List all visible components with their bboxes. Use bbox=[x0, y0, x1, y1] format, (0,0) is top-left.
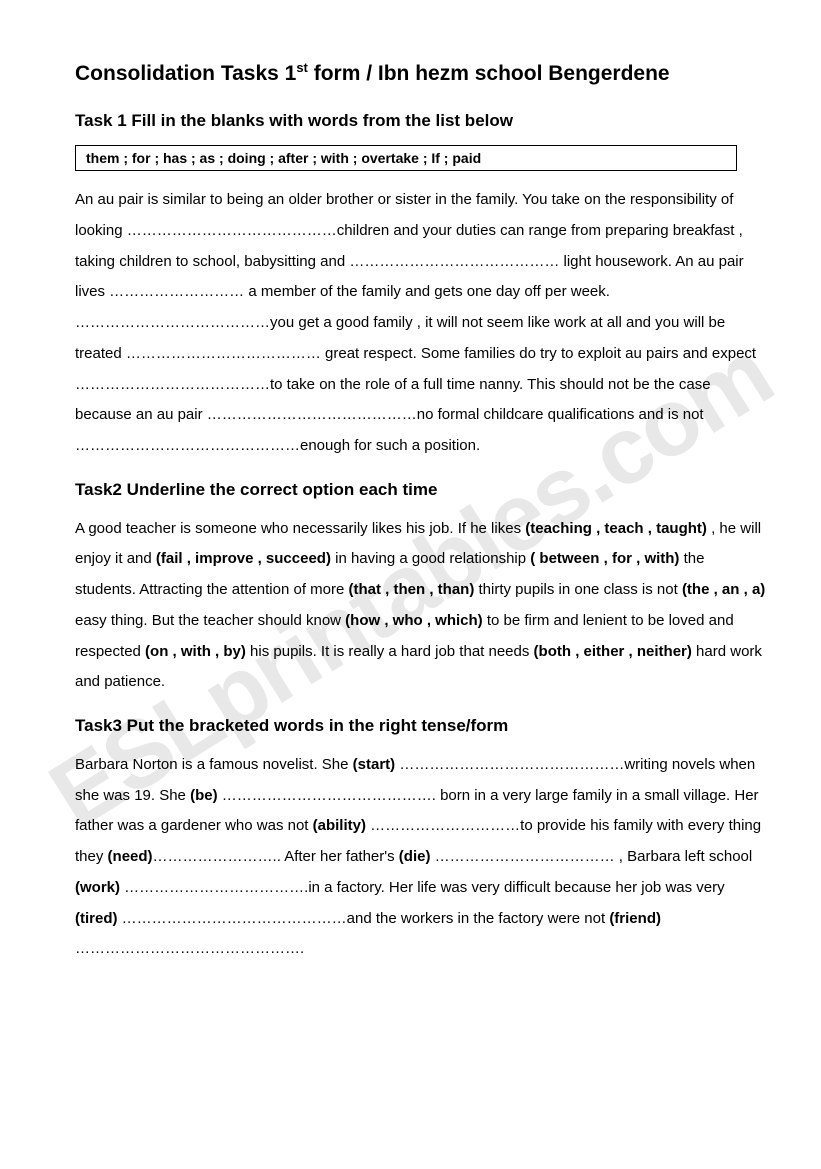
bold-option: (need) bbox=[108, 848, 153, 865]
body-segment: ……………………………… , Barbara left school bbox=[430, 848, 752, 865]
body-segment: ……………………………….in a factory. Her life was … bbox=[120, 879, 725, 896]
bold-option: (teaching , teach , taught) bbox=[525, 520, 707, 537]
bold-option: (die) bbox=[399, 848, 431, 865]
bold-option: (ability) bbox=[313, 817, 366, 834]
bold-option: (fail , improve , succeed) bbox=[156, 550, 331, 567]
body-segment: …………………….. After her father's bbox=[153, 848, 399, 865]
task1-body: An au pair is similar to being an older … bbox=[75, 185, 766, 462]
page-content: Consolidation Tasks 1st form / Ibn hezm … bbox=[0, 0, 821, 1013]
body-segment: Barbara Norton is a famous novelist. She bbox=[75, 756, 353, 773]
body-segment: easy thing. But the teacher should know bbox=[75, 612, 345, 629]
page-title: Consolidation Tasks 1st form / Ibn hezm … bbox=[75, 60, 766, 87]
bold-option: (friend) bbox=[609, 910, 661, 927]
bold-option: (that , then , than) bbox=[349, 581, 475, 598]
bold-option: (the , an , a) bbox=[682, 581, 765, 598]
body-segment: thirty pupils in one class is not bbox=[474, 581, 682, 598]
body-segment: ………………………………………. bbox=[75, 940, 304, 957]
bold-option: (work) bbox=[75, 879, 120, 896]
task3-body: Barbara Norton is a famous novelist. She… bbox=[75, 750, 766, 965]
task1-header: Task 1 Fill in the blanks with words fro… bbox=[75, 109, 766, 133]
bold-option: (on , with , by) bbox=[145, 643, 246, 660]
bold-option: (be) bbox=[190, 787, 218, 804]
task1-wordbox: them ; for ; has ; as ; doing ; after ; … bbox=[75, 145, 737, 171]
bold-option: (start) bbox=[353, 756, 396, 773]
bold-option: (both , either , neither) bbox=[534, 643, 692, 660]
body-segment: ………………………………………and the workers in the fa… bbox=[118, 910, 610, 927]
bold-option: ( between , for , with) bbox=[530, 550, 679, 567]
body-segment: his pupils. It is really a hard job that… bbox=[246, 643, 534, 660]
task3-header: Task3 Put the bracketed words in the rig… bbox=[75, 714, 766, 738]
body-segment: in having a good relationship bbox=[331, 550, 530, 567]
bold-option: (how , who , which) bbox=[345, 612, 482, 629]
title-super: st bbox=[296, 60, 308, 75]
bold-option: (tired) bbox=[75, 910, 118, 927]
task2-header: Task2 Underline the correct option each … bbox=[75, 478, 766, 502]
title-prefix: Consolidation Tasks 1 bbox=[75, 62, 296, 85]
body-segment: A good teacher is someone who necessaril… bbox=[75, 520, 525, 537]
task2-body: A good teacher is someone who necessaril… bbox=[75, 514, 766, 699]
title-suffix: form / Ibn hezm school Bengerdene bbox=[308, 62, 670, 85]
